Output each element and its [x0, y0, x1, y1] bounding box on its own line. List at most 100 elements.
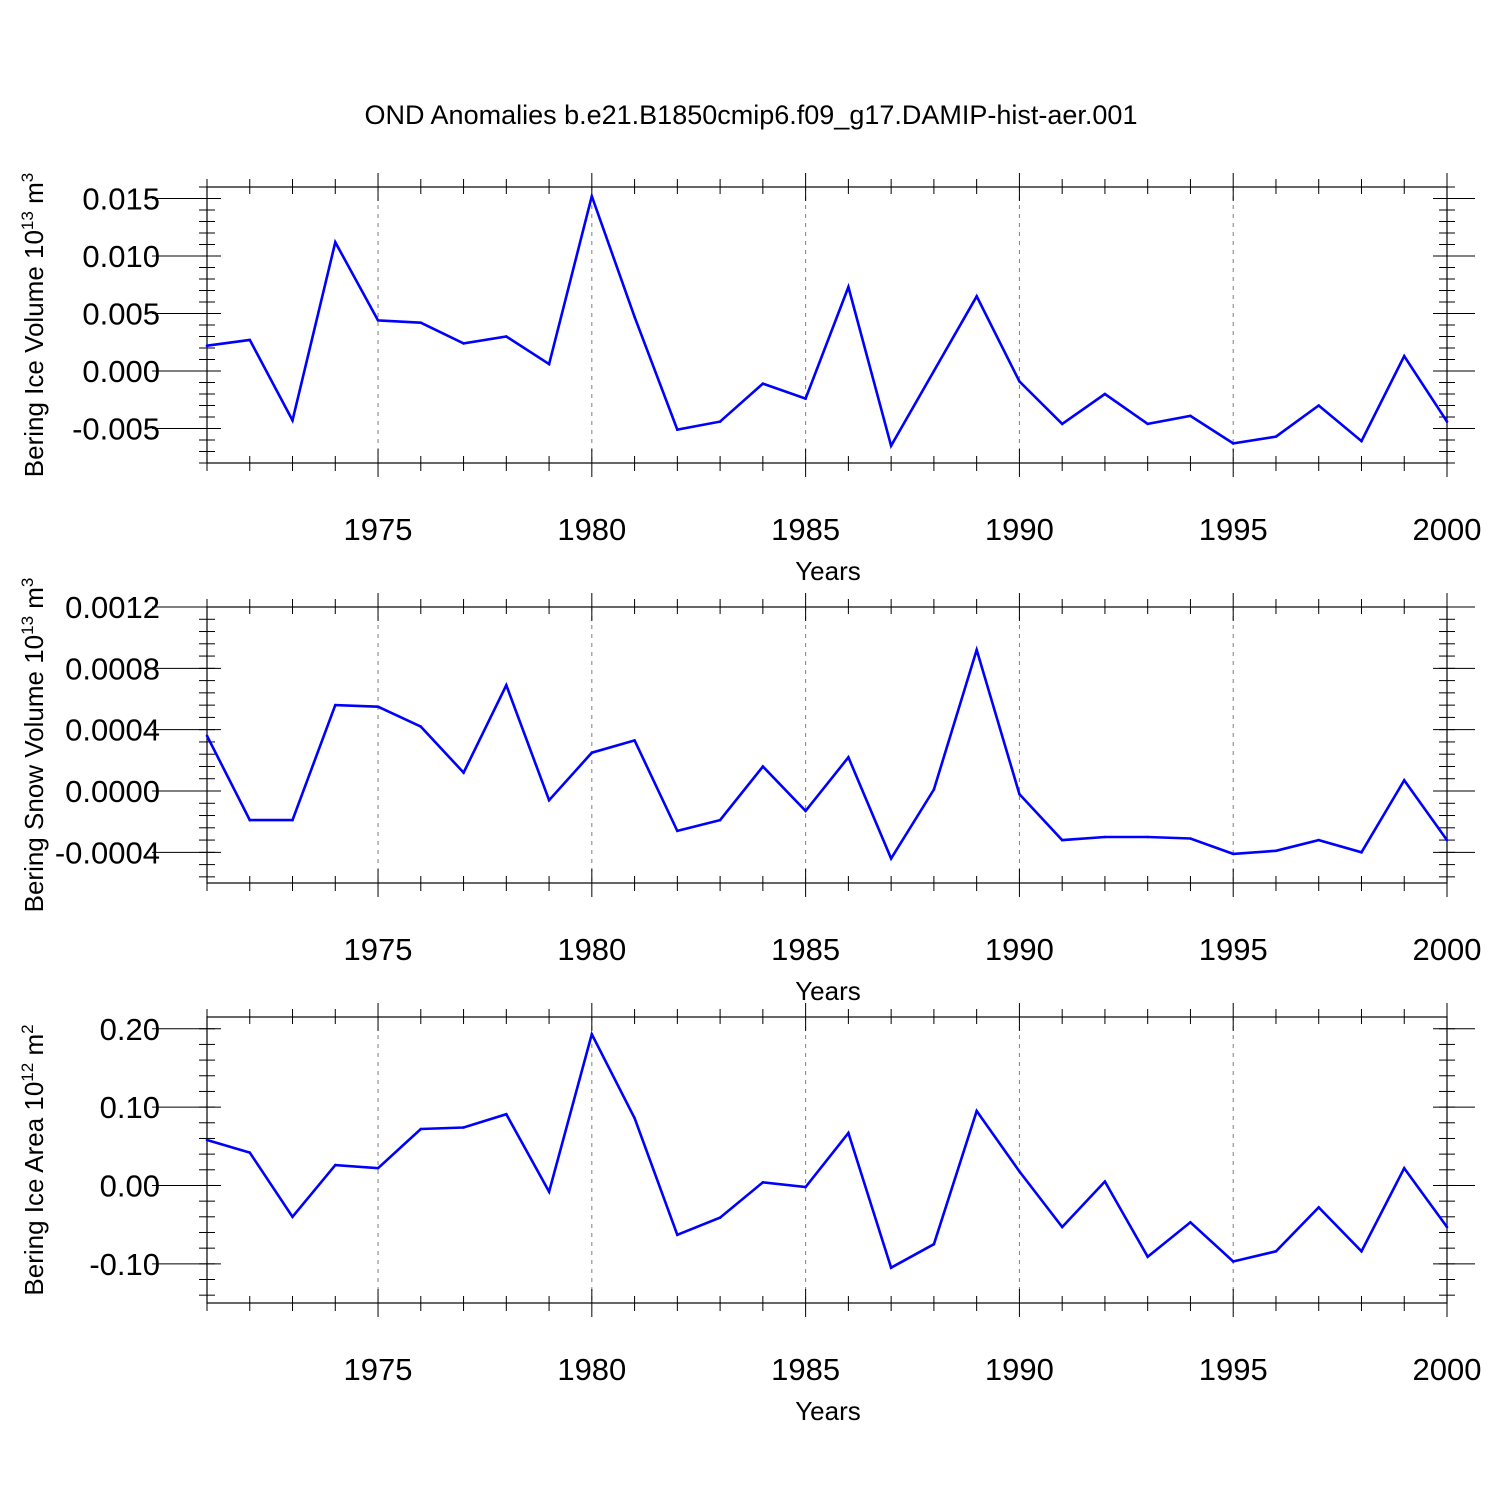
y-axis-label-text: Bering Ice Area 10: [19, 1082, 49, 1296]
x-tick-label: 1980: [557, 1352, 626, 1387]
x-tick-label: 1990: [985, 1352, 1054, 1387]
data-point: [718, 818, 722, 822]
figure-title: OND Anomalies b.e21.B1850cmip6.f09_g17.D…: [365, 100, 1138, 130]
x-tick-label: 1995: [1199, 932, 1268, 967]
data-point: [205, 1138, 209, 1142]
y-axis-label: Bering Ice Area 1012 m2: [18, 1024, 49, 1295]
x-tick-label: 1985: [771, 932, 840, 967]
data-point: [1060, 1225, 1064, 1229]
data-point: [1018, 380, 1021, 383]
y-axis-label-unit: m: [19, 182, 49, 211]
panel-1: 1975 1980 1985 1990 1995 2000 -0.005 0.000 0.005…: [18, 173, 1481, 586]
data-point: [889, 444, 893, 448]
data-point: [291, 419, 294, 422]
y-axis-label-text: Bering Snow Volume 10: [19, 635, 49, 913]
x-axis-label: Years: [795, 1396, 861, 1426]
data-point: [1360, 851, 1363, 854]
data-point: [1360, 439, 1363, 443]
data-point: [1231, 1260, 1235, 1263]
y-axis-label-exponent: 13: [18, 616, 37, 635]
plot-frame: [206, 1016, 1448, 1304]
data-point: [291, 818, 294, 822]
data-point: [248, 818, 252, 822]
y-tick-label: 0.005: [82, 297, 160, 332]
panel-2: 1975 1980 1985 1990 1995 2000 -0.0004 0.0000 0.0…: [18, 578, 1481, 1006]
data-point: [333, 703, 337, 707]
series-line: [206, 191, 1449, 450]
panels: 1975 1980 1985 1990 1995 2000 -0.005 0.000 0.005…: [18, 173, 1481, 1426]
y-tick-label: 0.0004: [65, 713, 160, 748]
y-axis-label-unit: m: [19, 1034, 49, 1063]
data-point: [1018, 1170, 1021, 1173]
data-point: [419, 1127, 423, 1131]
y-tick-label: 0.0000: [65, 774, 160, 809]
data-point: [1189, 837, 1192, 840]
data-point: [676, 428, 679, 431]
data-point: [633, 1116, 636, 1120]
x-tick-label: 1975: [344, 1352, 413, 1387]
data-point: [633, 739, 636, 742]
data-point: [376, 319, 380, 322]
data-point: [1189, 414, 1192, 418]
data-point: [1103, 835, 1107, 839]
data-point: [1317, 838, 1321, 842]
data-point: [462, 1126, 465, 1129]
x-axis-label: Years: [795, 556, 861, 586]
data-point: [590, 751, 594, 754]
data-point: [676, 829, 679, 833]
data-point: [1317, 1206, 1321, 1209]
data-point: [1189, 1220, 1192, 1224]
data-point: [1274, 435, 1278, 438]
data-point: [1060, 422, 1064, 426]
data-point: [1445, 420, 1449, 423]
data-point: [633, 315, 636, 319]
x-tick-label: 1995: [1199, 512, 1268, 547]
data-point: [932, 788, 936, 791]
data-point: [1274, 849, 1278, 853]
y-axis-label-unit-exponent: 3: [18, 578, 37, 587]
series-line: [205, 645, 1449, 862]
data-point: [505, 1112, 508, 1116]
data-point: [718, 1216, 722, 1219]
data-point: [1146, 422, 1149, 426]
data-point: [547, 1190, 551, 1194]
data-point: [590, 194, 594, 198]
y-tick-label: 0.20: [100, 1012, 160, 1047]
data-point: [804, 397, 807, 400]
data-point: [291, 1215, 294, 1219]
y-tick-label: 0.00: [100, 1168, 160, 1203]
data-point: [1402, 1166, 1406, 1170]
data-point: [547, 362, 551, 366]
x-tick-label: 2000: [1413, 512, 1482, 547]
x-tick-label: 1995: [1199, 1352, 1268, 1387]
y-tick-label: 0.015: [82, 182, 160, 217]
data-point: [1146, 835, 1149, 839]
data-point: [761, 382, 765, 385]
panel-3: 1975 1980 1985 1990 1995 2000 -0.10 0.00 0.10 0.2…: [18, 1003, 1481, 1426]
data-point: [975, 648, 978, 652]
y-tick-label: 0.0012: [65, 590, 160, 625]
data-point: [1445, 1225, 1449, 1229]
data-point: [462, 342, 465, 345]
data-point: [1146, 1255, 1149, 1259]
data-point: [761, 1181, 765, 1184]
data-point: [1060, 838, 1064, 842]
x-axis-label: Years: [795, 976, 861, 1006]
y-axis-label: Bering Ice Volume 1013 m3: [18, 173, 49, 477]
y-axis-label-unit-exponent: 3: [18, 173, 37, 182]
data-point: [205, 734, 209, 738]
y-axis-label: Bering Snow Volume 1013 m3: [18, 578, 49, 913]
data-point: [975, 1109, 978, 1113]
data-point: [676, 1233, 679, 1237]
data-point: [248, 338, 252, 342]
y-axis-label-unit-exponent: 2: [18, 1024, 37, 1033]
data-point: [804, 809, 807, 813]
data-point: [1317, 404, 1321, 407]
data-point: [505, 335, 508, 338]
data-point: [932, 1242, 936, 1246]
y-tick-label: 0.10: [100, 1090, 160, 1125]
data-point: [333, 240, 337, 244]
plot-frame: [206, 186, 1448, 464]
data-point: [1402, 354, 1406, 358]
